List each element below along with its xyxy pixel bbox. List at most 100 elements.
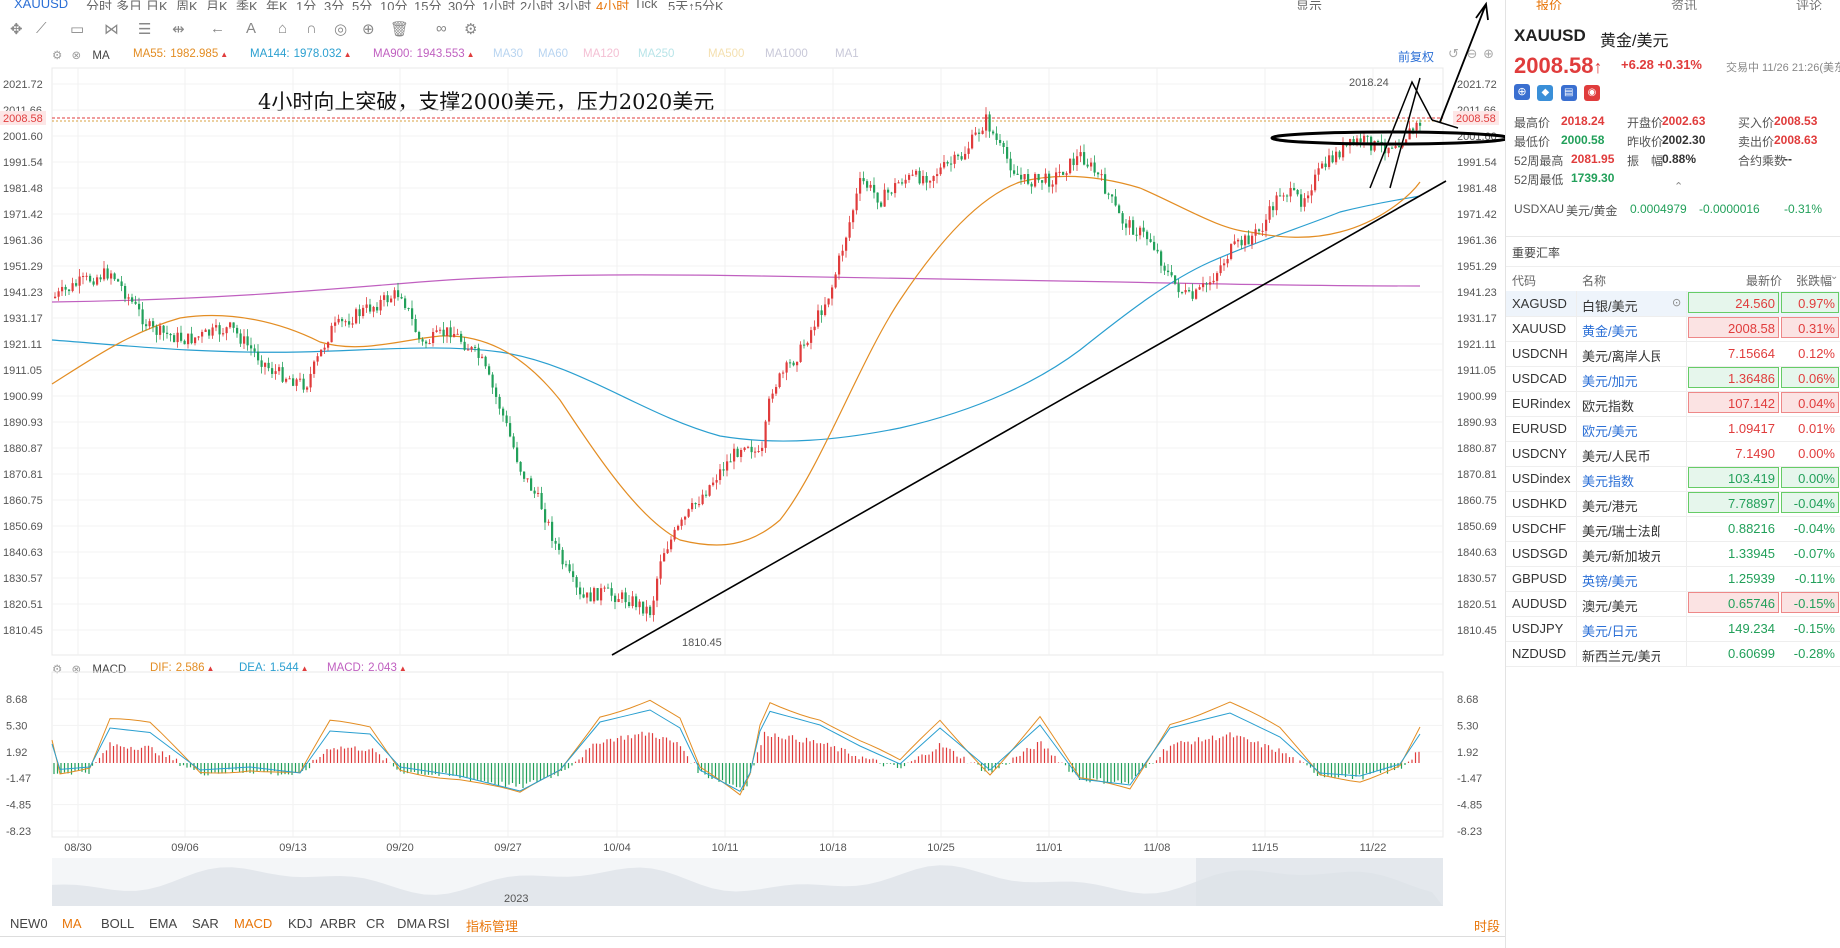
candle-body <box>1209 282 1212 285</box>
hide-icon[interactable]: ◎ <box>334 21 348 38</box>
indicator-tab[interactable]: CR <box>366 916 385 931</box>
indicator-tab[interactable]: DMA <box>397 916 426 931</box>
table-header[interactable]: 名称 <box>1582 274 1607 288</box>
table-row[interactable]: USDCHF 美元/瑞士法郎 0.88216 -0.04% <box>1506 516 1840 542</box>
price-chart[interactable]: 08/30 09/06 09/13 09/20 09/27 10/04 10/11 10/18… <box>0 0 1505 912</box>
rect-tool-icon[interactable]: ▭ <box>70 21 85 38</box>
period-tab[interactable]: 月K <box>206 0 228 10</box>
close-icon[interactable]: ⊗ <box>71 664 82 676</box>
candle-body <box>957 154 960 157</box>
indicator-tab[interactable]: NEW0 <box>10 916 48 931</box>
table-row[interactable]: USDHKD 美元/港元 7.78897 -0.04% <box>1506 491 1840 517</box>
period-tab[interactable]: 2小时 <box>520 0 554 10</box>
table-row[interactable]: XAUUSD 黄金/美元 2008.58 0.31% <box>1506 316 1840 342</box>
price-pane[interactable] <box>51 67 1444 656</box>
close-icon[interactable]: ⊗ <box>71 50 82 62</box>
panel-tab[interactable]: 报价 <box>1536 0 1563 10</box>
table-row[interactable]: USDJPY 美元/日元 149.234 -0.15% <box>1506 616 1840 642</box>
magnet-icon[interactable]: ∩ <box>306 20 317 37</box>
zoom-in-icon[interactable]: ⊕ <box>1483 46 1494 61</box>
table-header[interactable]: 最新价 <box>1746 274 1783 288</box>
table-row[interactable]: USDSGD 美元/新加坡元 1.33945 -0.07% <box>1506 541 1840 567</box>
table-row[interactable]: USDCNH 美元/离岸人民币 7.15664 0.12% <box>1506 341 1840 367</box>
period-tab[interactable]: 3分 <box>324 0 345 10</box>
text-tool-icon[interactable]: A <box>246 20 257 37</box>
table-row[interactable]: EURindex 欧元指数 107.142 0.04% <box>1506 391 1840 417</box>
period-tab[interactable]: 年K <box>266 0 288 10</box>
undo-icon[interactable]: ↺ <box>1448 46 1459 61</box>
zoom-out-icon[interactable]: ⊖ <box>1466 46 1478 61</box>
indicator-tab[interactable]: EMA <box>149 916 178 931</box>
trash-icon[interactable]: 🗑 <box>390 21 410 38</box>
collapse-icon[interactable]: ⌃ <box>1674 181 1684 193</box>
macd-pane[interactable] <box>51 671 1444 838</box>
link-icon[interactable]: ∞ <box>436 20 447 37</box>
symbol-link[interactable]: XAUUSD <box>14 0 69 10</box>
period-tab[interactable]: 5分 <box>352 0 373 10</box>
period-tab[interactable]: 1小时 <box>482 0 516 10</box>
pin-icon[interactable]: ⊙ <box>1672 297 1682 309</box>
line-tool-icon[interactable]: ⟋ <box>36 20 47 37</box>
period-tab[interactable]: 日K <box>146 0 168 10</box>
gear-icon[interactable]: ⚙ <box>52 50 63 62</box>
period-tab[interactable]: 分时 <box>86 0 113 10</box>
table-row[interactable]: USDindex 美元指数 103.419 0.00% <box>1506 466 1840 492</box>
period-tab[interactable]: Tick <box>634 0 658 10</box>
period-tab[interactable]: 1分 <box>296 0 317 10</box>
globe-icon[interactable]: ⊕ <box>1514 84 1530 100</box>
pattern-tool-icon[interactable]: ⋈ <box>104 21 119 38</box>
navigator-window[interactable] <box>1196 858 1443 906</box>
sort-chevron-icon[interactable]: ⌄ <box>1830 271 1839 282</box>
candle-body <box>603 587 606 589</box>
measure-icon[interactable]: ⌂ <box>278 20 288 37</box>
indicator-tab[interactable]: MA <box>62 916 82 931</box>
table-row[interactable]: USDCNY 美元/人民币 7.1490 0.00% <box>1506 441 1840 467</box>
table-row[interactable]: NZDUSD 新西兰元/美元 0.60699 -0.28% <box>1506 641 1840 667</box>
table-header[interactable]: 张跌幅 <box>1796 274 1833 288</box>
arrow-tool-icon[interactable]: ← <box>210 20 225 37</box>
candle-body <box>120 281 123 286</box>
macd-tick-left: -8.23 <box>6 826 31 838</box>
indicator-tab[interactable]: RSI <box>428 916 450 931</box>
rate-name: 白银/美元 <box>1582 299 1638 314</box>
lock-icon[interactable]: ⊕ <box>362 21 375 38</box>
period-tab[interactable]: 多日 <box>116 0 143 10</box>
candle-body <box>369 304 372 312</box>
alert-icon[interactable]: ◉ <box>1584 85 1601 101</box>
tag-icon[interactable]: ◆ <box>1537 85 1554 101</box>
indicator-tab[interactable]: SAR <box>192 916 219 931</box>
period-tab[interactable]: 5天↑5分K <box>668 0 724 10</box>
indicator-tab[interactable]: 指标管理 <box>466 919 519 934</box>
panel-tab[interactable]: 资讯 <box>1671 0 1698 10</box>
period-tab[interactable]: 4小时 <box>596 0 630 10</box>
period-tab[interactable]: 10分 <box>380 0 408 10</box>
panel-tab[interactable]: 评论 <box>1796 0 1823 10</box>
table-row[interactable]: USDCAD 美元/加元 1.36486 0.06% <box>1506 366 1840 392</box>
crosshair-icon[interactable]: ✥ <box>10 21 23 38</box>
note-icon[interactable]: ▤ <box>1560 85 1577 101</box>
table-header[interactable]: 代码 <box>1512 274 1537 288</box>
table-row[interactable]: XAGUSD 白银/美元 ⊙ 24.560 0.97% <box>1506 291 1840 317</box>
table-row[interactable]: EURUSD 欧元/美元 1.09417 0.01% <box>1506 416 1840 442</box>
period-tab[interactable]: 3小时 <box>558 0 592 10</box>
indicator-tab[interactable]: KDJ <box>288 916 313 931</box>
session-button[interactable]: 时段 <box>1474 919 1501 934</box>
indicator-tab[interactable]: BOLL <box>101 916 135 931</box>
period-tab[interactable]: 30分 <box>448 0 476 10</box>
indicator-tab[interactable]: ARBR <box>320 916 357 931</box>
table-row[interactable]: AUDUSD 澳元/美元 0.65746 -0.15% <box>1506 591 1840 617</box>
settings-icon[interactable]: ⚙ <box>464 21 478 38</box>
indicator-tab[interactable]: MACD <box>234 916 273 931</box>
table-row[interactable]: GBPUSD 英镑/美元 1.25939 -0.11% <box>1506 566 1840 592</box>
period-tab[interactable]: 季K <box>236 0 258 10</box>
period-tab[interactable]: 15分 <box>414 0 442 10</box>
adjust-button[interactable]: 前复权 <box>1398 50 1435 64</box>
measure-tool-icon[interactable]: ⇹ <box>172 21 185 38</box>
stat-value: 2002.30 <box>1662 133 1706 147</box>
period-tab[interactable]: 周K <box>176 0 198 10</box>
fib-tool-icon[interactable]: ☰ <box>138 21 152 38</box>
display-menu[interactable]: 显示 <box>1296 0 1323 10</box>
rate-name: 黄金/美元 <box>1582 324 1638 339</box>
ma-legend-item: MA900: 1943.553 ▲ <box>373 48 475 60</box>
gear-icon[interactable]: ⚙ <box>52 664 63 676</box>
